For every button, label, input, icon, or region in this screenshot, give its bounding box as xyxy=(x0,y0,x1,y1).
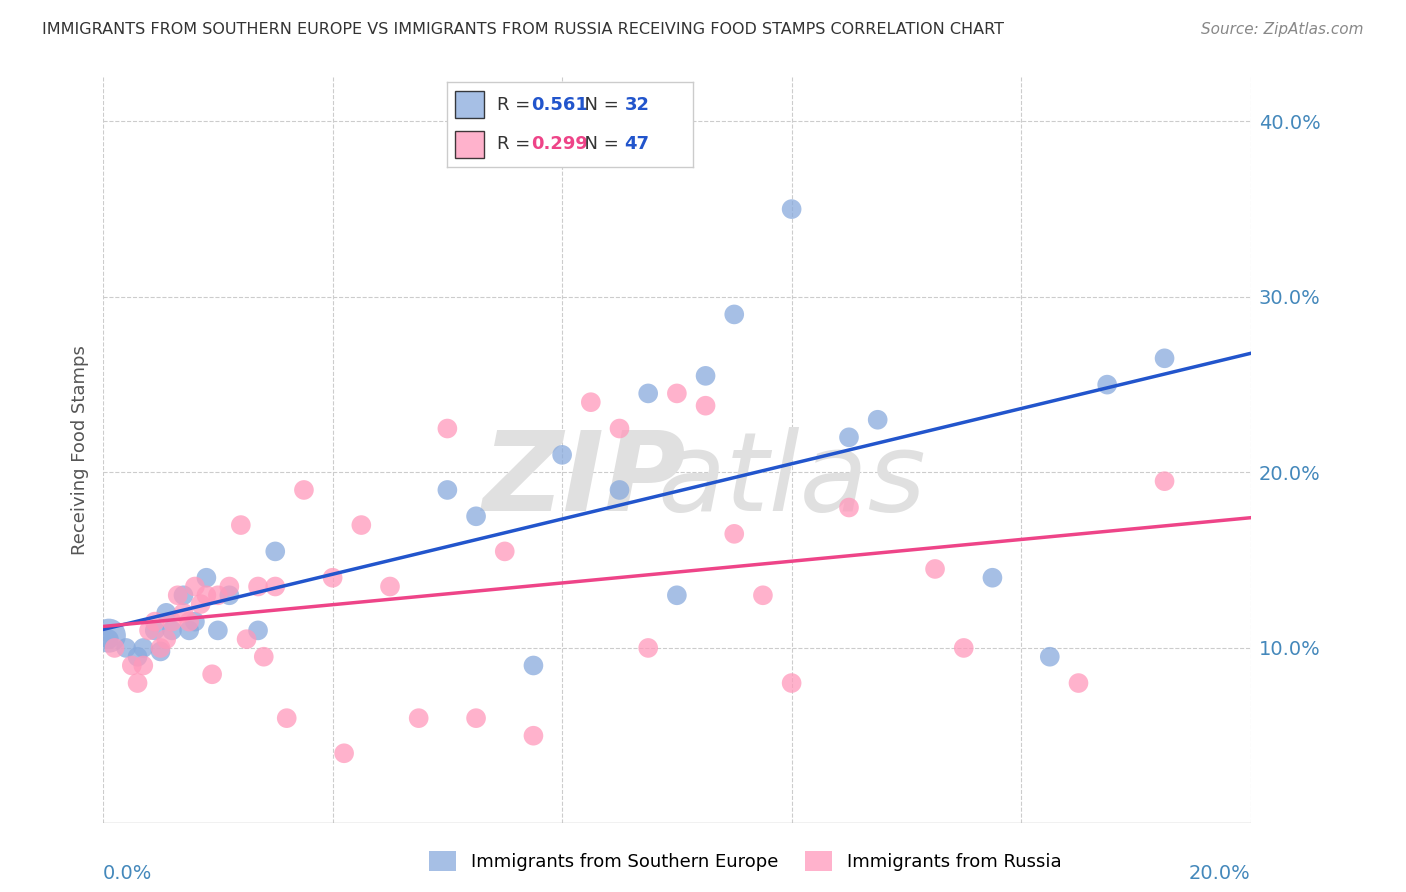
FancyBboxPatch shape xyxy=(454,131,484,158)
Point xyxy=(780,676,803,690)
Point xyxy=(695,399,717,413)
Point xyxy=(276,711,298,725)
Point xyxy=(121,658,143,673)
Point xyxy=(160,624,183,638)
Y-axis label: Receiving Food Stamps: Receiving Food Stamps xyxy=(72,345,89,556)
Point xyxy=(350,518,373,533)
Point xyxy=(609,421,631,435)
Point xyxy=(247,580,270,594)
Point xyxy=(1039,649,1062,664)
Text: IMMIGRANTS FROM SOUTHERN EUROPE VS IMMIGRANTS FROM RUSSIA RECEIVING FOOD STAMPS : IMMIGRANTS FROM SOUTHERN EUROPE VS IMMIG… xyxy=(42,22,1004,37)
Text: 0.299: 0.299 xyxy=(531,135,588,153)
Point xyxy=(609,483,631,497)
Point xyxy=(723,307,745,321)
Point xyxy=(333,746,356,760)
Point xyxy=(115,640,138,655)
Point xyxy=(838,430,860,444)
Point xyxy=(465,509,488,524)
Point xyxy=(436,421,458,435)
Point xyxy=(322,571,344,585)
Point xyxy=(292,483,315,497)
Point xyxy=(132,658,155,673)
Text: 32: 32 xyxy=(624,95,650,114)
Legend: Immigrants from Southern Europe, Immigrants from Russia: Immigrants from Southern Europe, Immigra… xyxy=(422,844,1069,879)
Point xyxy=(695,368,717,383)
Point xyxy=(201,667,224,681)
Point xyxy=(97,629,120,643)
Point xyxy=(155,632,177,647)
Point xyxy=(579,395,602,409)
Point xyxy=(637,386,659,401)
Point xyxy=(172,606,194,620)
Point xyxy=(229,518,252,533)
Point xyxy=(184,615,207,629)
Point xyxy=(97,632,120,647)
Text: N =: N = xyxy=(572,135,624,153)
Point xyxy=(166,588,188,602)
Point xyxy=(160,615,183,629)
Point xyxy=(436,483,458,497)
Point xyxy=(522,729,544,743)
Point xyxy=(218,588,240,602)
Point xyxy=(1067,676,1090,690)
Point xyxy=(149,644,172,658)
Point xyxy=(247,624,270,638)
Point xyxy=(155,606,177,620)
Text: 0.561: 0.561 xyxy=(531,95,588,114)
Text: 20.0%: 20.0% xyxy=(1189,863,1250,882)
Point xyxy=(838,500,860,515)
Point xyxy=(235,632,257,647)
Point xyxy=(723,526,745,541)
Point xyxy=(522,658,544,673)
Point xyxy=(149,640,172,655)
Point xyxy=(1095,377,1118,392)
Point xyxy=(138,624,160,638)
Point xyxy=(207,624,229,638)
Text: Source: ZipAtlas.com: Source: ZipAtlas.com xyxy=(1201,22,1364,37)
Point xyxy=(253,649,276,664)
Point xyxy=(143,615,166,629)
Point xyxy=(1153,474,1175,488)
Point xyxy=(104,640,127,655)
Point xyxy=(952,640,974,655)
Text: atlas: atlas xyxy=(658,426,927,533)
Point xyxy=(127,676,149,690)
Point xyxy=(195,588,218,602)
Point xyxy=(780,202,803,216)
Point xyxy=(132,640,155,655)
Point xyxy=(179,624,201,638)
Point xyxy=(143,624,166,638)
Text: R =: R = xyxy=(496,135,536,153)
Point xyxy=(924,562,946,576)
Text: R =: R = xyxy=(496,95,536,114)
Point xyxy=(218,580,240,594)
Point xyxy=(494,544,516,558)
Point xyxy=(184,580,207,594)
Point xyxy=(195,571,218,585)
Point xyxy=(127,649,149,664)
FancyBboxPatch shape xyxy=(454,91,484,119)
Point xyxy=(172,588,194,602)
Text: 0.0%: 0.0% xyxy=(103,863,152,882)
Point xyxy=(465,711,488,725)
Point xyxy=(866,413,889,427)
Point xyxy=(665,588,688,602)
Point xyxy=(179,615,201,629)
Point xyxy=(190,597,212,611)
Text: 47: 47 xyxy=(624,135,650,153)
Point xyxy=(378,580,401,594)
Point xyxy=(408,711,430,725)
Point xyxy=(551,448,574,462)
Point xyxy=(981,571,1004,585)
Point xyxy=(207,588,229,602)
Point xyxy=(665,386,688,401)
Text: ZIP: ZIP xyxy=(484,426,686,533)
Point xyxy=(637,640,659,655)
Text: N =: N = xyxy=(572,95,624,114)
Point xyxy=(264,544,287,558)
Point xyxy=(264,580,287,594)
Point xyxy=(752,588,775,602)
Point xyxy=(1153,351,1175,366)
